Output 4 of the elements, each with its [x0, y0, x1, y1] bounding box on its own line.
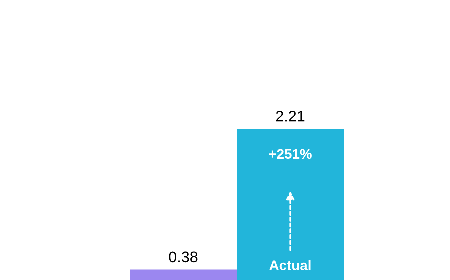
- annotation: Actual: [270, 260, 311, 270]
- annotation: +251%: [269, 149, 312, 160]
- data-label: 2.21: [276, 110, 305, 122]
- data-label: 0.38: [169, 252, 198, 263]
